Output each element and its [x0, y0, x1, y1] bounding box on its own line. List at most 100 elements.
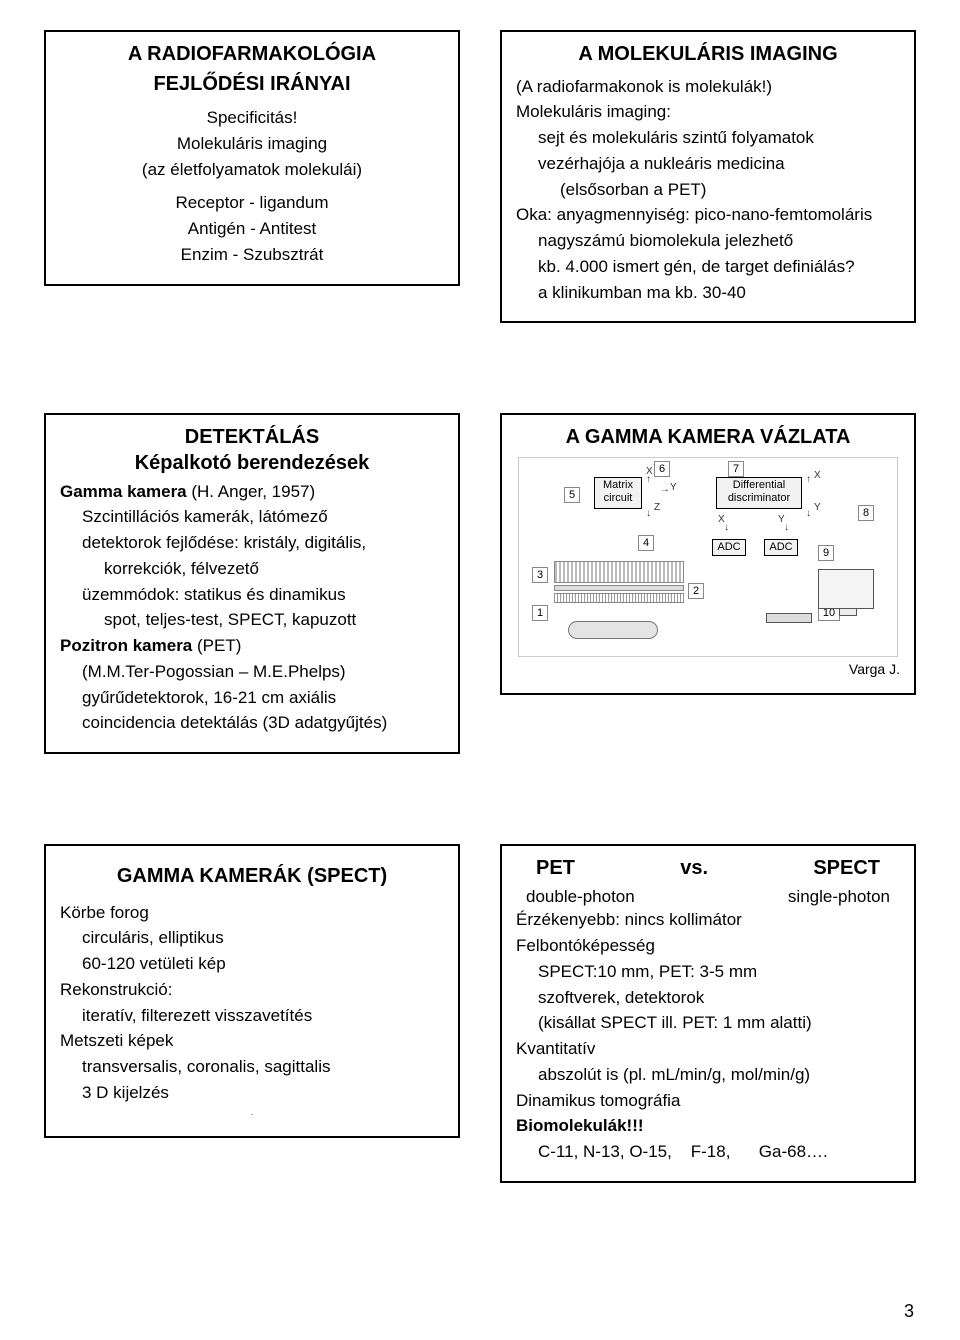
slide5-l2: circuláris, elliptikus	[60, 927, 444, 949]
row-1: A RADIOFARMAKOLÓGIA FEJLŐDÉSI IRÁNYAI Sp…	[44, 30, 916, 323]
slide3-l4: korrekciók, félvezető	[60, 558, 444, 580]
diagram-y-mid: Y	[670, 483, 677, 493]
slide1-l5: Enzim - Szubsztrát	[60, 244, 444, 266]
cell-slide2: A MOLEKULÁRIS IMAGING (A radiofarmakonok…	[500, 30, 916, 323]
page: A RADIOFARMAKOLÓGIA FEJLŐDÉSI IRÁNYAI Sp…	[0, 0, 960, 1340]
slide3-l5: üzemmódok: statikus és dinamikus	[60, 584, 444, 606]
diagram-pmtubes	[554, 561, 684, 583]
diagram-lbl-8: 8	[858, 505, 874, 521]
slide6-l6: Kvantitatív	[516, 1038, 900, 1060]
slide6-l4: szoftverek, detektorok	[516, 987, 900, 1009]
slide2-l1: (A radiofarmakonok is molekulák!)	[516, 76, 900, 98]
diagram-x2: X	[814, 471, 821, 481]
diagram-y2: Y	[814, 503, 821, 513]
diagram-lbl-3: 3	[532, 567, 548, 583]
slide3-l10: coincidencia detektálás (3D adatgyűjtés)	[60, 712, 444, 734]
slide-1-box: A RADIOFARMAKOLÓGIA FEJLŐDÉSI IRÁNYAI Sp…	[44, 30, 460, 286]
slide6-l7: abszolút is (pl. mL/min/g, mol/min/g)	[516, 1064, 900, 1086]
slide6-l2: Felbontóképesség	[516, 935, 900, 957]
slide3-l6: spot, teljes-test, SPECT, kapuzott	[60, 609, 444, 631]
slide6-subheader: double-photon single-photon	[516, 886, 900, 908]
slide1-title-l1: A RADIOFARMAKOLÓGIA	[60, 42, 444, 68]
slide3-l3: detektorok fejlődése: kristály, digitáli…	[60, 532, 444, 554]
slide-4-box: A GAMMA KAMERA VÁZLATA 5 6 7 8 9 4 3 2 1…	[500, 413, 916, 695]
slide2-l6: Oka: anyagmennyiség: pico-nano-femtomolá…	[516, 204, 900, 226]
slide4-title: A GAMMA KAMERA VÁZLATA	[516, 425, 900, 451]
slide6-l8: Dinamikus tomográfia	[516, 1090, 900, 1112]
diagram-patient	[568, 621, 658, 639]
cell-slide5: GAMMA KAMERÁK (SPECT) Körbe forog circul…	[44, 844, 460, 1183]
slide3-l7b: (PET)	[192, 636, 241, 655]
diagram-lbl-4: 4	[638, 535, 654, 551]
slide5-l7: transversalis, coronalis, sagittalis	[60, 1056, 444, 1078]
slide1-l2: (az életfolyamatok molekulái)	[60, 159, 444, 181]
slide6-l1: Érzékenyebb: nincs kollimátor	[516, 909, 900, 931]
slide3-l2: Szcintillációs kamerák, látómező	[60, 506, 444, 528]
slide1-l1: Molekuláris imaging	[60, 133, 444, 155]
slide6-l10b: F-18,	[691, 1142, 731, 1161]
diagram-keyboard	[766, 613, 812, 623]
slide5-l1: Körbe forog	[60, 902, 444, 924]
diagram-lbl-2: 2	[688, 583, 704, 599]
slide6-sub-right: single-photon	[788, 886, 890, 908]
slide-2-box: A MOLEKULÁRIS IMAGING (A radiofarmakonok…	[500, 30, 916, 323]
diagram-collimator	[554, 593, 684, 603]
diagram-adc-left: ADC	[712, 539, 746, 556]
diagram-z-mid: Z	[654, 503, 660, 513]
slide3-l1a: Gamma kamera	[60, 482, 187, 501]
slide5-l4: Rekonstrukció:	[60, 979, 444, 1001]
slide6-l3: SPECT:10 mm, PET: 3-5 mm	[516, 961, 900, 983]
slide6-l10: C-11, N-13, O-15, F-18, Ga-68….	[516, 1141, 900, 1163]
diagram-matrix-box: Matrix circuit	[594, 477, 642, 509]
slide3-l7a: Pozitron kamera	[60, 636, 192, 655]
slide2-l7: nagyszámú biomolekula jelezhető	[516, 230, 900, 252]
slide2-l9: a klinikumban ma kb. 30-40	[516, 282, 900, 304]
diagram-lbl-5: 5	[564, 487, 580, 503]
slide2-l5: (elsősorban a PET)	[516, 179, 900, 201]
gamma-camera-diagram: 5 6 7 8 9 4 3 2 1 10 Matrix circuit Diff…	[518, 457, 898, 657]
slide6-l10c: Ga-68….	[759, 1142, 828, 1161]
slide3-l1b: (H. Anger, 1957)	[187, 482, 316, 501]
slide5-l3: 60-120 vetületi kép	[60, 953, 444, 975]
slide1-spec: Specificitás!	[60, 107, 444, 129]
slide5-l8: 3 D kijelzés	[60, 1082, 444, 1104]
slide2-l3: sejt és molekuláris szintű folyamatok	[516, 127, 900, 149]
slide5-l5: iteratív, filterezett visszavetítés	[60, 1005, 444, 1027]
diagram-lbl-1: 1	[532, 605, 548, 621]
slide2-l2: Molekuláris imaging:	[516, 101, 900, 123]
slide2-title: A MOLEKULÁRIS IMAGING	[516, 42, 900, 68]
diagram-crystal	[554, 585, 684, 591]
slide2-l4: vezérhajója a nukleáris medicina	[516, 153, 900, 175]
page-number: 3	[904, 1301, 914, 1322]
slide3-l8: (M.M.Ter-Pogossian – M.E.Phelps)	[60, 661, 444, 683]
row-2: DETEKTÁLÁS Képalkotó berendezések Gamma …	[44, 413, 916, 754]
diagram-lbl-7: 7	[728, 461, 744, 477]
slide6-hdr-right: SPECT	[813, 856, 900, 882]
slide3-title1: DETEKTÁLÁS	[60, 425, 444, 451]
cell-slide3: DETEKTÁLÁS Képalkotó berendezések Gamma …	[44, 413, 460, 754]
slide6-hdr-mid: vs.	[680, 856, 708, 882]
slide2-l8: kb. 4.000 ismert gén, de target definiál…	[516, 256, 900, 278]
slide1-l4: Antigén - Antitest	[60, 218, 444, 240]
slide6-sub-left: double-photon	[526, 886, 635, 908]
cell-slide6: PET vs. SPECT double-photon single-photo…	[500, 844, 916, 1183]
cell-slide4: A GAMMA KAMERA VÁZLATA 5 6 7 8 9 4 3 2 1…	[500, 413, 916, 754]
diagram-adc-right: ADC	[764, 539, 798, 556]
slide6-l10a: C-11, N-13, O-15,	[538, 1142, 672, 1161]
slide6-hdr-left: PET	[516, 856, 575, 882]
slide5-l6: Metszeti képek	[60, 1030, 444, 1052]
slide4-credit: Varga J.	[516, 661, 900, 679]
slide3-l7: Pozitron kamera (PET)	[60, 635, 444, 657]
diagram-monitor	[818, 569, 874, 609]
slide-6-box: PET vs. SPECT double-photon single-photo…	[500, 844, 916, 1183]
slide3-title2: Képalkotó berendezések	[60, 451, 444, 477]
slide6-l5: (kisállat SPECT ill. PET: 1 mm alatti)	[516, 1012, 900, 1034]
slide-5-box: GAMMA KAMERÁK (SPECT) Körbe forog circul…	[44, 844, 460, 1138]
diagram-discriminator-box: Differential discriminator	[716, 477, 802, 509]
slide5-title: GAMMA KAMERÁK (SPECT)	[60, 864, 444, 890]
slide6-l9: Biomolekulák!!!	[516, 1115, 900, 1137]
slide-3-box: DETEKTÁLÁS Képalkotó berendezések Gamma …	[44, 413, 460, 754]
slide3-l9: gyűrűdetektorok, 16-21 cm axiális	[60, 687, 444, 709]
slide6-header: PET vs. SPECT	[516, 856, 900, 882]
slide3-l1: Gamma kamera (H. Anger, 1957)	[60, 481, 444, 503]
